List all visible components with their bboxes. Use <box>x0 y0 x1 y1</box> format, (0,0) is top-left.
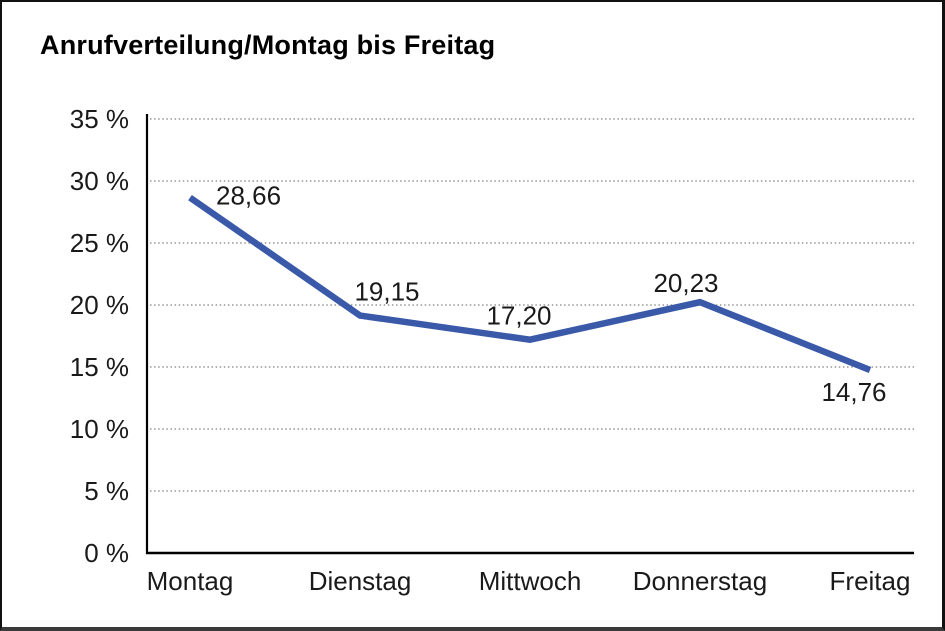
y-tick-label: 35 % <box>70 104 129 134</box>
y-tick-label: 25 % <box>70 228 129 258</box>
x-category-label: Donnerstag <box>633 566 767 596</box>
data-point-label: 19,15 <box>354 277 419 307</box>
y-tick-label: 15 % <box>70 352 129 382</box>
x-category-label: Mittwoch <box>479 566 582 596</box>
data-point-label: 20,23 <box>653 268 718 298</box>
data-line <box>188 194 872 373</box>
y-tick-label: 5 % <box>84 476 129 506</box>
y-tick-label: 0 % <box>84 538 129 568</box>
y-tick-label: 20 % <box>70 290 129 320</box>
data-point-label: 17,20 <box>486 301 551 331</box>
x-category-label: Dienstag <box>309 566 412 596</box>
data-point-label: 28,66 <box>216 181 281 211</box>
data-point-label: 14,76 <box>821 377 886 407</box>
y-tick-label: 10 % <box>70 414 129 444</box>
x-category-label: Freitag <box>830 566 911 596</box>
y-tick-label: 30 % <box>70 166 129 196</box>
chart-title: Anrufverteilung/Montag bis Freitag <box>40 30 496 60</box>
x-category-label: Montag <box>147 566 234 596</box>
